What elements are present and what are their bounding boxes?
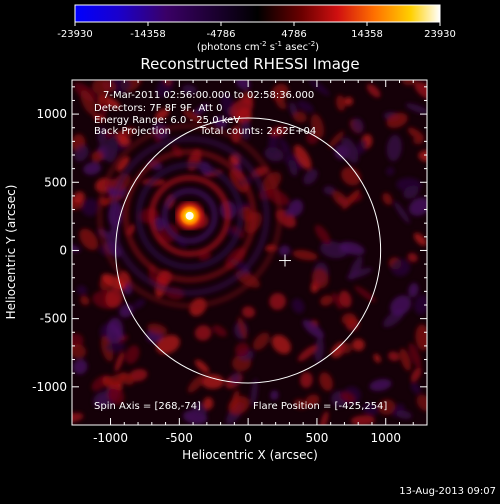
colorbar-tick-label: -4786 bbox=[206, 29, 235, 40]
time-range-annotation: 7-Mar-2011 02:56:00.000 to 02:58:36.000 bbox=[103, 90, 314, 101]
method-annotation: Back Projection bbox=[94, 126, 171, 137]
chart-title: Reconstructed RHESSI Image bbox=[140, 55, 359, 73]
colorbar-ticks: -23930 -14358 -4786 4786 14358 23930 bbox=[57, 22, 456, 40]
y-tick-label: -500 bbox=[40, 312, 67, 326]
y-tick-label: 500 bbox=[44, 175, 67, 189]
heatmap-layer bbox=[72, 80, 427, 425]
y-tick-label: 0 bbox=[59, 243, 67, 257]
colorbar-tick-label: 23930 bbox=[424, 29, 456, 40]
colorbar-unit-label: (photons cm-2 s-1 asec-2) bbox=[197, 40, 319, 53]
solar-limb-circle bbox=[115, 117, 382, 384]
footer-date: 13-Aug-2013 09:07 bbox=[399, 486, 496, 497]
counts-annotation: Total counts: 2.62E+04 bbox=[199, 126, 316, 137]
spin-axis-marker bbox=[279, 254, 291, 267]
colorbar-tick-label: 14358 bbox=[351, 29, 383, 40]
colorbar bbox=[74, 4, 441, 23]
axis-ticks: -1000 -500 0 500 1000 -1000 -500 0 500 1000 bbox=[32, 80, 428, 445]
detectors-annotation: Detectors: 7F 8F 9F, Att 0 bbox=[94, 103, 222, 114]
y-tick-label: -1000 bbox=[32, 380, 67, 394]
x-tick-label: 500 bbox=[305, 431, 328, 445]
x-tick-label: -500 bbox=[166, 431, 193, 445]
flare-position-annotation: Flare Position = [-425,254] bbox=[253, 401, 387, 412]
energy-range-annotation: Energy Range: 6.0 - 25.0 keV bbox=[94, 115, 240, 126]
plot-frame bbox=[71, 79, 428, 426]
x-tick-label: -1000 bbox=[93, 431, 128, 445]
colorbar-tick-label: -14358 bbox=[130, 29, 165, 40]
y-tick-label: 1000 bbox=[36, 107, 67, 121]
y-axis-label: Heliocentric Y (arcsec) bbox=[4, 185, 18, 320]
flare-peak-core bbox=[185, 211, 194, 220]
x-tick-label: 0 bbox=[244, 431, 252, 445]
spin-axis-annotation: Spin Axis = [268,-74] bbox=[94, 401, 201, 412]
x-axis-label: Heliocentric X (arcsec) bbox=[182, 448, 318, 462]
colorbar-tick-label: 4786 bbox=[281, 29, 306, 40]
x-tick-label: 1000 bbox=[370, 431, 401, 445]
colorbar-tick-label: -23930 bbox=[57, 29, 92, 40]
